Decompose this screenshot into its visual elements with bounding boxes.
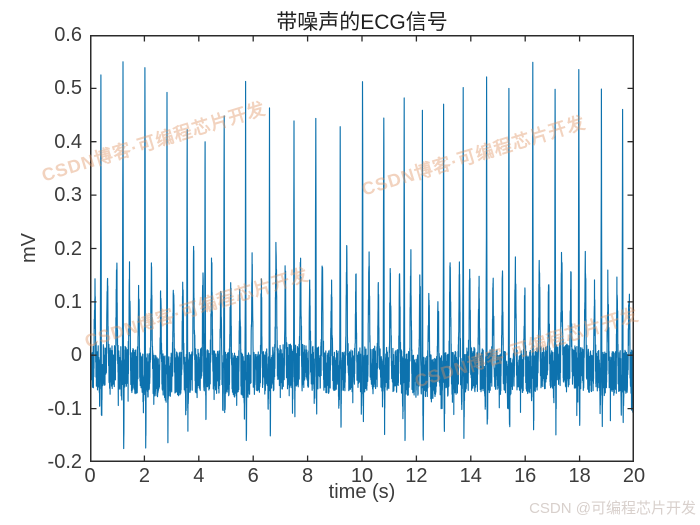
x-tick-label: 18 [568, 465, 591, 487]
x-tick-label: 0 [84, 465, 96, 487]
y-tick-label: 0.3 [54, 184, 82, 207]
x-tick-label: 10 [350, 465, 374, 487]
x-tick-label: 6 [247, 465, 259, 487]
y-tick-label: 0.2 [54, 237, 82, 260]
plot-area [90, 35, 634, 462]
x-tick-label: 20 [622, 465, 646, 487]
chart-title: 带噪声的ECG信号 [276, 11, 448, 34]
y-tick-label: 0.6 [54, 24, 82, 46]
y-tick-label: -0.2 [47, 451, 82, 473]
axis-tick-marks [90, 35, 634, 462]
x-tick-label: 14 [459, 465, 482, 487]
x-tick-label: 2 [138, 465, 150, 487]
x-axis-label: time (s) [328, 481, 396, 503]
y-tick-label: 0.4 [54, 130, 82, 153]
x-tick-label: 16 [514, 465, 537, 487]
ecg-signal-line [90, 61, 634, 450]
y-tick-label: 0.1 [54, 290, 82, 313]
x-tick-label: 4 [193, 465, 205, 487]
y-tick-label: 0 [70, 344, 82, 367]
ecg-signal-chart [90, 35, 634, 462]
x-tick-label: 12 [405, 465, 428, 487]
y-tick-label: 0.5 [54, 77, 82, 100]
x-tick-label: 8 [302, 465, 314, 487]
axis-box [90, 35, 634, 462]
y-tick-label: -0.1 [47, 397, 82, 420]
